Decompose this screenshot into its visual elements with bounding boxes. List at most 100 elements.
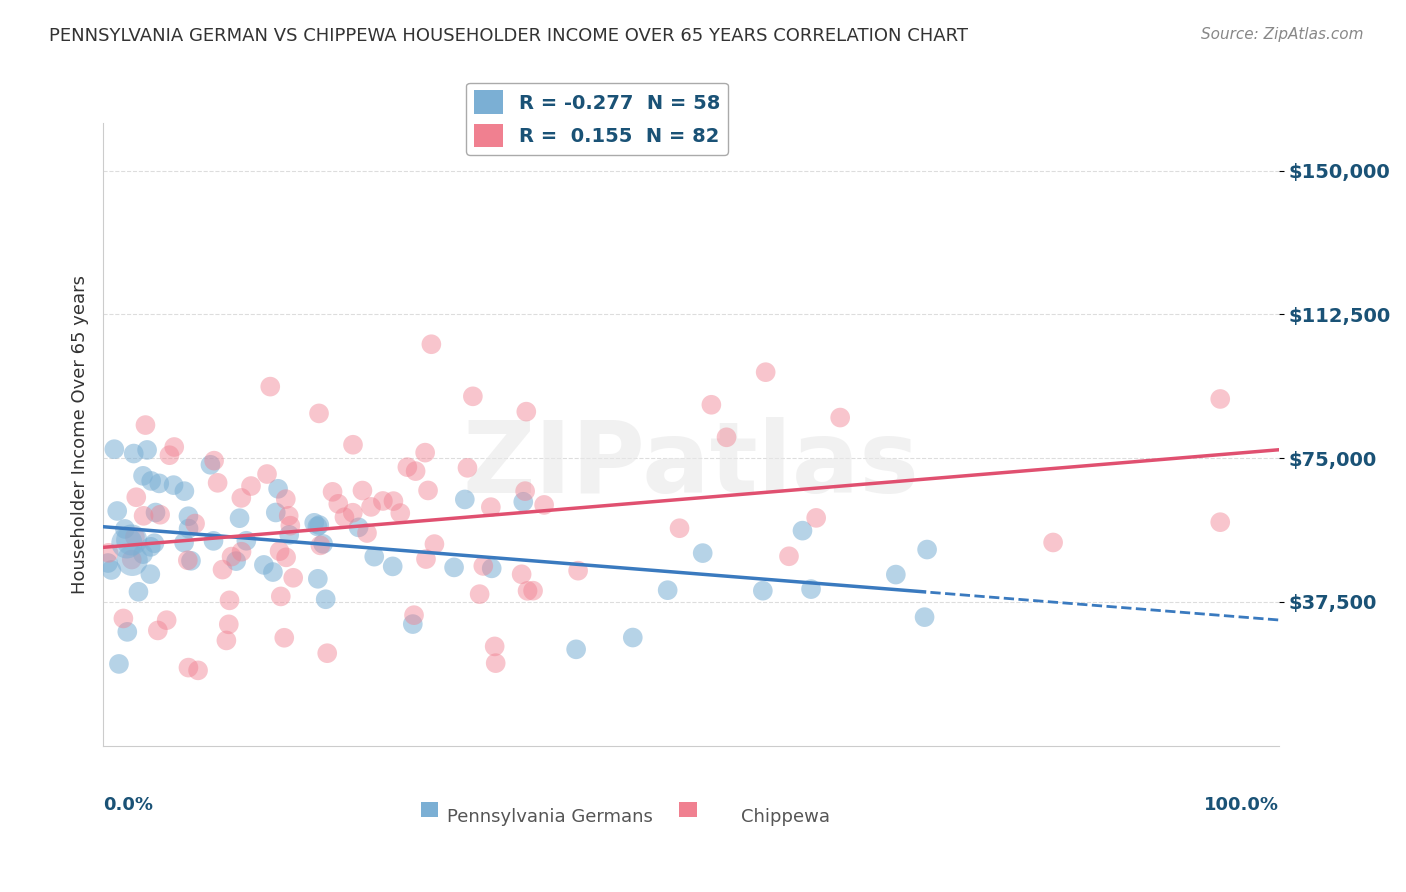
Point: [481, 561, 503, 575]
Point: [668, 521, 690, 535]
Point: [381, 559, 404, 574]
Point: [302, 516, 325, 530]
Point: [371, 494, 394, 508]
Point: [225, 554, 247, 568]
Point: [145, 506, 167, 520]
Point: [177, 660, 200, 674]
Point: [121, 552, 143, 566]
Point: [468, 587, 491, 601]
Point: [316, 646, 339, 660]
Point: [1042, 535, 1064, 549]
Point: [221, 549, 243, 564]
Point: [273, 631, 295, 645]
Point: [283, 571, 305, 585]
Point: [515, 404, 537, 418]
Point: [132, 468, 155, 483]
Point: [413, 445, 436, 459]
Bar: [679, 802, 697, 817]
Text: ZIPatlas: ZIPatlas: [463, 417, 920, 514]
Point: [127, 584, 149, 599]
Point: [360, 500, 382, 514]
Point: [454, 492, 477, 507]
Point: [280, 518, 302, 533]
Point: [141, 474, 163, 488]
Point: [382, 494, 405, 508]
Point: [202, 453, 225, 467]
Point: [657, 583, 679, 598]
Point: [177, 522, 200, 536]
Point: [333, 510, 356, 524]
Point: [420, 337, 443, 351]
Point: [307, 519, 329, 533]
Point: [363, 549, 385, 564]
Point: [621, 631, 644, 645]
Point: [139, 567, 162, 582]
Point: [97, 556, 120, 570]
Point: [315, 592, 337, 607]
Point: [456, 460, 478, 475]
Point: [512, 495, 534, 509]
Point: [510, 567, 533, 582]
Point: [149, 508, 172, 522]
Point: [274, 550, 297, 565]
Point: [262, 565, 284, 579]
Text: Source: ZipAtlas.com: Source: ZipAtlas.com: [1201, 27, 1364, 42]
Point: [356, 526, 378, 541]
Point: [308, 406, 330, 420]
Point: [915, 542, 938, 557]
Point: [231, 545, 253, 559]
Point: [402, 608, 425, 623]
Point: [312, 537, 335, 551]
Point: [143, 536, 166, 550]
Point: [396, 460, 419, 475]
Point: [132, 508, 155, 523]
Point: [211, 563, 233, 577]
Point: [830, 410, 852, 425]
Point: [914, 610, 936, 624]
Point: [342, 438, 364, 452]
Text: PENNSYLVANIA GERMAN VS CHIPPEWA HOUSEHOLDER INCOME OVER 65 YEARS CORRELATION CHA: PENNSYLVANIA GERMAN VS CHIPPEWA HOUSEHOL…: [49, 27, 969, 45]
Text: Pennsylvania Germans: Pennsylvania Germans: [447, 808, 652, 826]
Point: [132, 547, 155, 561]
Point: [180, 554, 202, 568]
Text: 0.0%: 0.0%: [103, 796, 153, 814]
Point: [139, 540, 162, 554]
Point: [804, 511, 827, 525]
Point: [692, 546, 714, 560]
Point: [416, 483, 439, 498]
Bar: [420, 802, 439, 817]
Point: [402, 617, 425, 632]
Point: [112, 611, 135, 625]
Point: [461, 389, 484, 403]
Point: [716, 430, 738, 444]
Point: [162, 478, 184, 492]
Point: [274, 492, 297, 507]
Point: [125, 490, 148, 504]
Point: [308, 518, 330, 533]
Point: [187, 664, 209, 678]
Point: [177, 553, 200, 567]
Text: Chippewa: Chippewa: [741, 808, 830, 826]
Point: [472, 558, 495, 573]
Point: [443, 560, 465, 574]
Point: [173, 484, 195, 499]
Point: [516, 583, 538, 598]
Point: [173, 535, 195, 549]
Point: [389, 506, 412, 520]
Point: [108, 657, 131, 671]
Point: [148, 476, 170, 491]
Point: [121, 553, 143, 567]
Point: [352, 483, 374, 498]
Point: [103, 442, 125, 457]
Y-axis label: Householder Income Over 65 years: Householder Income Over 65 years: [72, 275, 89, 594]
Point: [259, 379, 281, 393]
Point: [415, 552, 437, 566]
Point: [792, 524, 814, 538]
Point: [146, 624, 169, 638]
Point: [479, 500, 502, 515]
Point: [513, 484, 536, 499]
Point: [231, 491, 253, 505]
Point: [202, 533, 225, 548]
Legend: R = -0.277  N = 58, R =  0.155  N = 82: R = -0.277 N = 58, R = 0.155 N = 82: [467, 83, 728, 155]
Point: [307, 572, 329, 586]
